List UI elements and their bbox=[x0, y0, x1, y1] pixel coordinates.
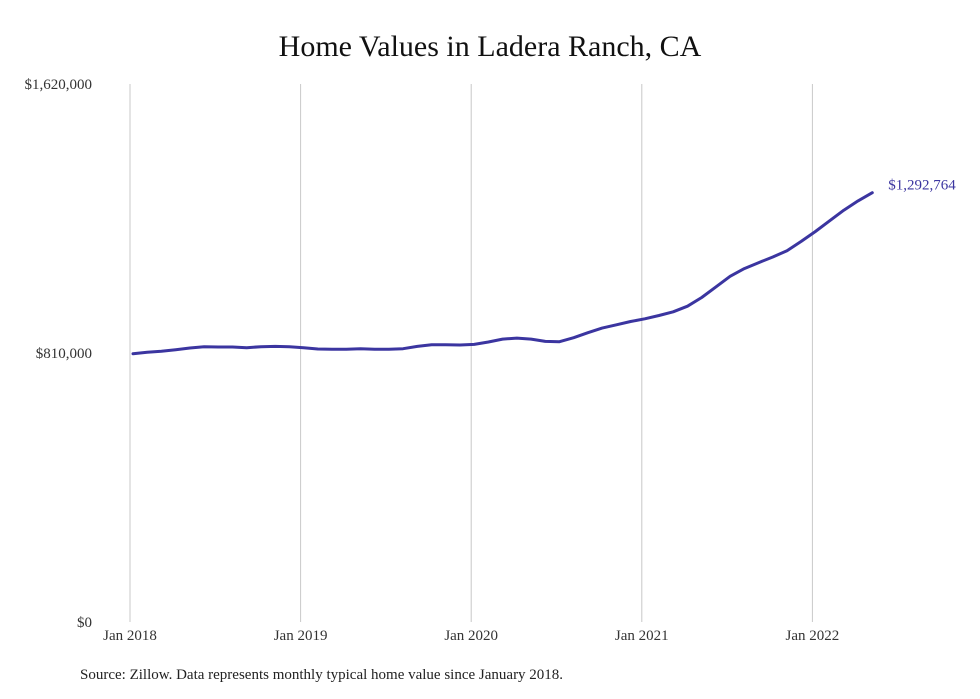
x-tick-label: Jan 2020 bbox=[444, 628, 498, 644]
end-value-label: $1,292,764 bbox=[888, 178, 956, 194]
y-tick-label: $1,620,000 bbox=[25, 77, 93, 93]
x-tick-label: Jan 2019 bbox=[274, 628, 328, 644]
source-note: Source: Zillow. Data represents monthly … bbox=[80, 667, 564, 683]
x-tick-label: Jan 2022 bbox=[786, 628, 840, 644]
x-tick-label: Jan 2021 bbox=[615, 628, 669, 644]
chart-title: Home Values in Ladera Ranch, CA bbox=[278, 30, 702, 63]
y-tick-label: $0 bbox=[77, 615, 92, 631]
series-line bbox=[131, 191, 874, 356]
y-tick-label: $810,000 bbox=[36, 346, 92, 362]
x-tick-label: Jan 2018 bbox=[103, 628, 157, 644]
